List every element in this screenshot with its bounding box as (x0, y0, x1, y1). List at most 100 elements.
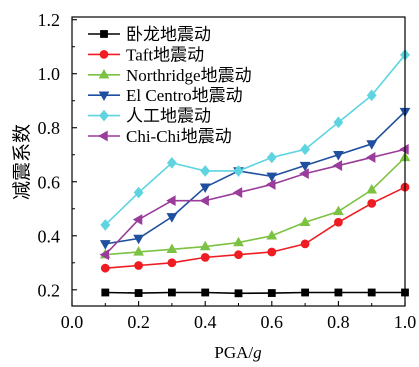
data-point (266, 151, 277, 164)
y-tick-label: 1.2 (38, 10, 61, 30)
data-point (299, 161, 311, 172)
legend-marker (99, 50, 109, 59)
data-point (233, 165, 244, 177)
series-line (105, 186, 406, 269)
y-tick-label: 0.6 (38, 172, 61, 192)
series-group (99, 151, 411, 259)
data-point (301, 288, 310, 297)
legend-marker (98, 68, 110, 79)
x-tick-label: 0.6 (261, 312, 284, 332)
legend-label: Taft地震动 (126, 45, 204, 64)
series-line (104, 54, 406, 226)
legend-item: 卧龙地震动 (88, 25, 211, 44)
data-point (166, 157, 177, 169)
legend-item: Northridge地震动 (88, 66, 252, 85)
data-point (333, 151, 344, 161)
legend-label: El Centro地震动 (126, 86, 243, 105)
legend-label: Chi-Chi地震动 (126, 127, 232, 146)
data-point (199, 240, 211, 251)
data-point (365, 152, 376, 163)
legend-label: Northridge地震动 (126, 66, 252, 85)
data-point (101, 288, 110, 297)
data-point (167, 258, 177, 268)
data-point (366, 140, 378, 150)
data-point (166, 243, 178, 253)
y-tick-label: 0.8 (38, 118, 61, 138)
data-point (367, 288, 376, 297)
data-point (200, 252, 210, 262)
y-tick-label: 1.0 (38, 64, 61, 84)
data-point (299, 216, 311, 226)
data-point (367, 198, 377, 208)
data-point (100, 263, 110, 273)
data-point (234, 250, 243, 260)
legend-marker (98, 91, 110, 102)
legend-label: 卧龙地震动 (126, 25, 211, 44)
x-axis-title-text: PGA/ (214, 343, 253, 362)
y-axis-title: 减震系数 (11, 124, 33, 200)
data-point (134, 289, 143, 297)
plot-frame (71, 16, 406, 307)
x-tick-label: 0.4 (194, 312, 217, 332)
legend-label: 人工地震动 (126, 107, 211, 126)
x-tick-label: 0.0 (61, 312, 84, 332)
data-point (265, 179, 276, 190)
data-point (399, 143, 409, 155)
data-point (100, 219, 111, 231)
data-point (133, 246, 144, 256)
data-point (99, 240, 111, 250)
data-point (332, 160, 343, 171)
series-group (100, 182, 410, 273)
legend-item: Taft地震动 (88, 45, 204, 64)
data-point (166, 195, 176, 207)
data-point (200, 165, 211, 177)
data-point (300, 143, 311, 156)
data-point (266, 172, 278, 183)
data-point (366, 184, 378, 194)
series-group (99, 143, 409, 261)
series-line (105, 156, 406, 256)
series-line (104, 148, 406, 256)
data-point (233, 236, 244, 247)
data-point (167, 288, 176, 297)
legend-marker (98, 130, 108, 142)
y-tick-label: 0.2 (38, 280, 61, 300)
data-point (366, 89, 377, 102)
x-tick-labels: 0.0 0.2 0.4 0.6 0.8 1.0 (61, 312, 417, 332)
series-line (105, 291, 405, 295)
legend-marker (100, 30, 108, 38)
data-point (333, 205, 344, 216)
data-point (232, 187, 243, 198)
data-point (99, 249, 109, 261)
legend-marker (99, 109, 109, 122)
data-point (133, 186, 144, 199)
series-line (105, 110, 406, 245)
data-point (267, 289, 276, 297)
x-axis-title: PGA/g (214, 343, 261, 362)
y-tick-labels: 0.2 0.4 0.6 0.8 1.0 1.2 (38, 10, 61, 300)
x-axis-unit: g (253, 343, 262, 362)
legend-item: 人工地震动 (88, 107, 211, 126)
data-point (333, 116, 344, 129)
data-point (300, 239, 310, 249)
data-point (166, 213, 178, 223)
y-tick-label: 0.4 (38, 226, 61, 246)
data-point (201, 288, 210, 297)
legend-item: Chi-Chi地震动 (88, 127, 232, 146)
x-tick-label: 1.0 (394, 312, 417, 332)
data-point (234, 289, 243, 298)
data-point (199, 195, 209, 207)
x-tick-label: 0.8 (327, 312, 350, 332)
x-tick-label: 0.2 (127, 312, 150, 332)
data-point (133, 234, 144, 245)
legend-item: El Centro地震动 (88, 86, 243, 105)
data-point (334, 288, 343, 297)
data-point (134, 261, 144, 270)
data-point (132, 214, 143, 225)
data-point (267, 247, 277, 257)
data-point (299, 168, 309, 180)
data-point (266, 229, 278, 240)
data-point (333, 217, 343, 227)
